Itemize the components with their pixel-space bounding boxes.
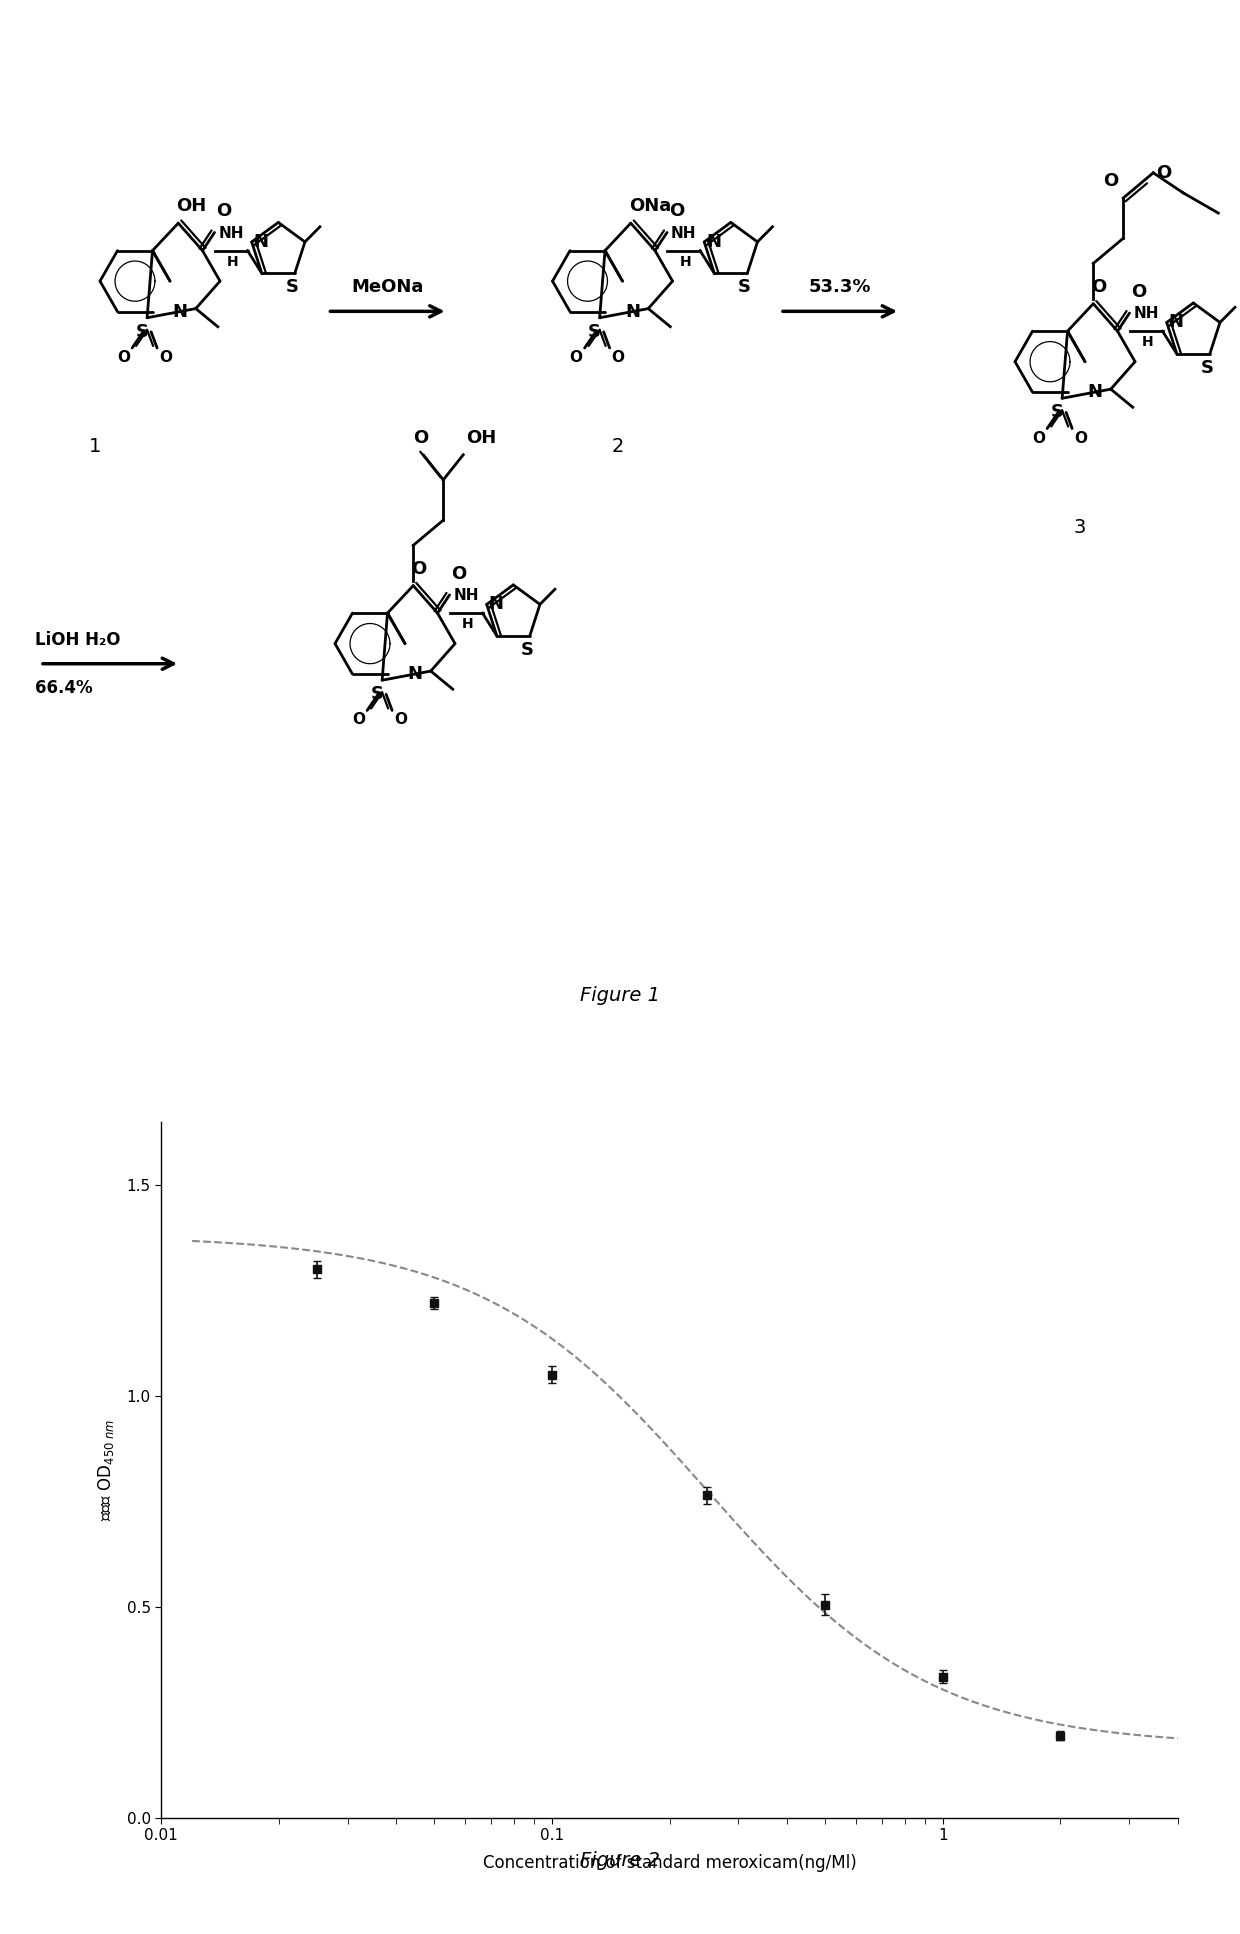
Text: O: O	[1104, 172, 1118, 190]
Text: S: S	[285, 278, 299, 296]
Text: N: N	[707, 232, 722, 251]
Text: ONa: ONa	[629, 197, 671, 215]
Text: O: O	[451, 565, 466, 582]
Text: O: O	[413, 429, 428, 447]
Text: N: N	[625, 302, 640, 321]
Text: O: O	[394, 712, 407, 727]
Text: O: O	[117, 350, 130, 366]
Text: N: N	[1087, 383, 1102, 400]
Text: S: S	[588, 323, 601, 340]
Text: OH: OH	[176, 197, 207, 215]
Text: LiOH H₂O: LiOH H₂O	[35, 630, 120, 648]
Text: O: O	[1132, 282, 1147, 302]
Text: O: O	[1032, 431, 1045, 445]
Text: S: S	[371, 685, 383, 704]
Text: OH: OH	[466, 429, 496, 447]
Text: NH: NH	[218, 226, 244, 240]
Text: S: S	[1050, 404, 1064, 422]
Text: O: O	[569, 350, 583, 366]
Text: H: H	[680, 255, 692, 269]
Y-axis label: 光密度 OD$_{450\ nm}$: 光密度 OD$_{450\ nm}$	[95, 1418, 115, 1522]
Text: NH: NH	[671, 226, 697, 240]
Text: S: S	[521, 640, 533, 659]
Text: O: O	[159, 350, 172, 366]
Text: N: N	[408, 665, 423, 683]
Text: O: O	[1091, 278, 1106, 296]
Text: O: O	[217, 203, 232, 220]
Text: N: N	[172, 302, 187, 321]
Text: O: O	[670, 203, 684, 220]
Text: O: O	[611, 350, 625, 366]
Text: O: O	[1074, 431, 1087, 445]
Text: N: N	[254, 232, 269, 251]
Text: O: O	[412, 559, 427, 578]
X-axis label: Concentration of standard meroxicam(ng/Ml): Concentration of standard meroxicam(ng/M…	[482, 1855, 857, 1872]
Text: NH: NH	[1133, 306, 1159, 321]
Text: S: S	[738, 278, 750, 296]
Text: O: O	[1156, 164, 1172, 182]
Text: 66.4%: 66.4%	[35, 679, 93, 696]
Text: Figure 2: Figure 2	[580, 1851, 660, 1870]
Text: H: H	[1142, 335, 1154, 350]
Text: 3: 3	[1074, 518, 1086, 538]
Text: H: H	[227, 255, 239, 269]
Text: O: O	[352, 712, 365, 727]
Text: 2: 2	[611, 437, 624, 456]
Text: S: S	[135, 323, 149, 340]
Text: MeONa: MeONa	[351, 278, 424, 296]
Text: 53.3%: 53.3%	[808, 278, 872, 296]
Text: Figure 1: Figure 1	[580, 986, 660, 1006]
Text: 1: 1	[89, 437, 102, 456]
Text: S: S	[1200, 360, 1213, 377]
Text: N: N	[489, 596, 503, 613]
Text: N: N	[1169, 313, 1184, 331]
Text: H: H	[463, 617, 474, 630]
Text: NH: NH	[454, 588, 479, 603]
